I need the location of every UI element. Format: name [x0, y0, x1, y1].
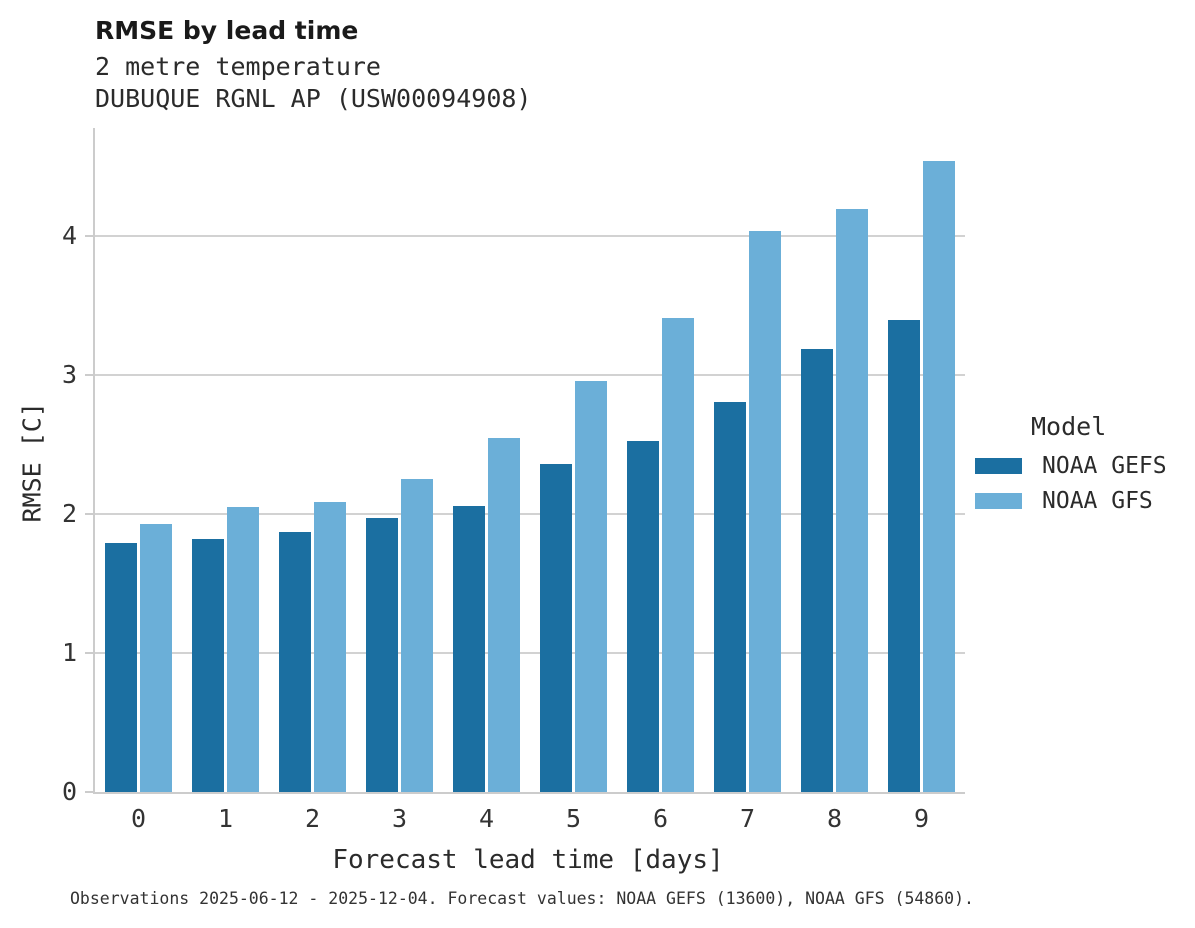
footer-caption: Observations 2025-06-12 - 2025-12-04. Fo… [70, 889, 974, 908]
legend-label-gefs: NOAA GEFS [1042, 453, 1167, 479]
bar-gfs-day-8 [836, 208, 868, 792]
bar-gfs-day-7 [749, 230, 781, 792]
legend-title: Model [1031, 412, 1107, 441]
bar-gfs-day-6 [662, 318, 694, 792]
bar-gfs-day-2 [314, 501, 346, 792]
bar-gfs-day-9 [923, 161, 955, 792]
y-tick-mark-3 [85, 374, 93, 377]
bar-gfs-day-0 [140, 523, 172, 792]
legend-swatch-gfs [975, 493, 1022, 509]
x-axis-title: Forecast lead time [days] [332, 845, 724, 875]
legend-item-noaa-gfs: NOAA GFS [975, 488, 1153, 514]
y-axis-title: RMSE [C] [17, 402, 47, 523]
bar-gefs-day-1 [192, 539, 224, 792]
gridline-y-1 [95, 652, 965, 655]
x-tick-label-7: 7 [739, 804, 756, 833]
chart-subtitle-variable: 2 metre temperature [95, 52, 381, 81]
bar-gefs-day-3 [366, 518, 398, 792]
bar-gfs-day-4 [488, 437, 520, 792]
y-tick-mark-1 [85, 652, 93, 655]
y-tick-label-1: 1 [61, 638, 77, 668]
bar-gfs-day-5 [575, 380, 607, 792]
bar-gefs-day-2 [279, 532, 311, 792]
y-tick-mark-0 [85, 791, 93, 793]
gridline-y-4 [95, 235, 965, 238]
y-tick-label-0: 0 [61, 777, 77, 806]
gridline-y-3 [95, 374, 965, 377]
bar-gefs-day-8 [801, 348, 833, 792]
x-tick-label-1: 1 [217, 804, 234, 833]
y-tick-label-3: 3 [61, 360, 77, 390]
bar-gefs-day-6 [627, 440, 659, 792]
x-tick-label-9: 9 [913, 804, 930, 833]
bar-gefs-day-4 [453, 505, 485, 792]
chart-subtitle-station: DUBUQUE RGNL AP (USW00094908) [95, 84, 532, 113]
x-tick-label-4: 4 [478, 804, 495, 833]
bar-gefs-day-5 [540, 464, 572, 792]
x-tick-label-2: 2 [304, 804, 321, 833]
x-tick-label-3: 3 [391, 804, 408, 833]
bar-gefs-day-0 [105, 543, 137, 792]
legend-label-gfs: NOAA GFS [1042, 488, 1153, 514]
x-tick-label-5: 5 [565, 804, 582, 833]
bar-gfs-day-1 [227, 507, 259, 792]
legend-item-noaa-gefs: NOAA GEFS [975, 453, 1167, 479]
chart-title: RMSE by lead time [95, 16, 359, 45]
bar-gefs-day-9 [888, 319, 920, 792]
x-tick-label-8: 8 [826, 804, 843, 833]
y-tick-label-4: 4 [61, 221, 77, 251]
y-tick-mark-4 [85, 235, 93, 238]
x-tick-label-0: 0 [130, 804, 147, 833]
y-tick-label-2: 2 [61, 499, 77, 529]
x-tick-label-6: 6 [652, 804, 669, 833]
plot-area: 0 1 2 3 4 0 1 2 3 4 5 6 7 8 9 [62, 128, 965, 831]
bar-gfs-day-3 [401, 479, 433, 792]
legend-swatch-gefs [975, 458, 1022, 474]
y-tick-mark-2 [85, 513, 93, 516]
gridline-y-2 [95, 513, 965, 516]
bar-gefs-day-7 [714, 401, 746, 792]
